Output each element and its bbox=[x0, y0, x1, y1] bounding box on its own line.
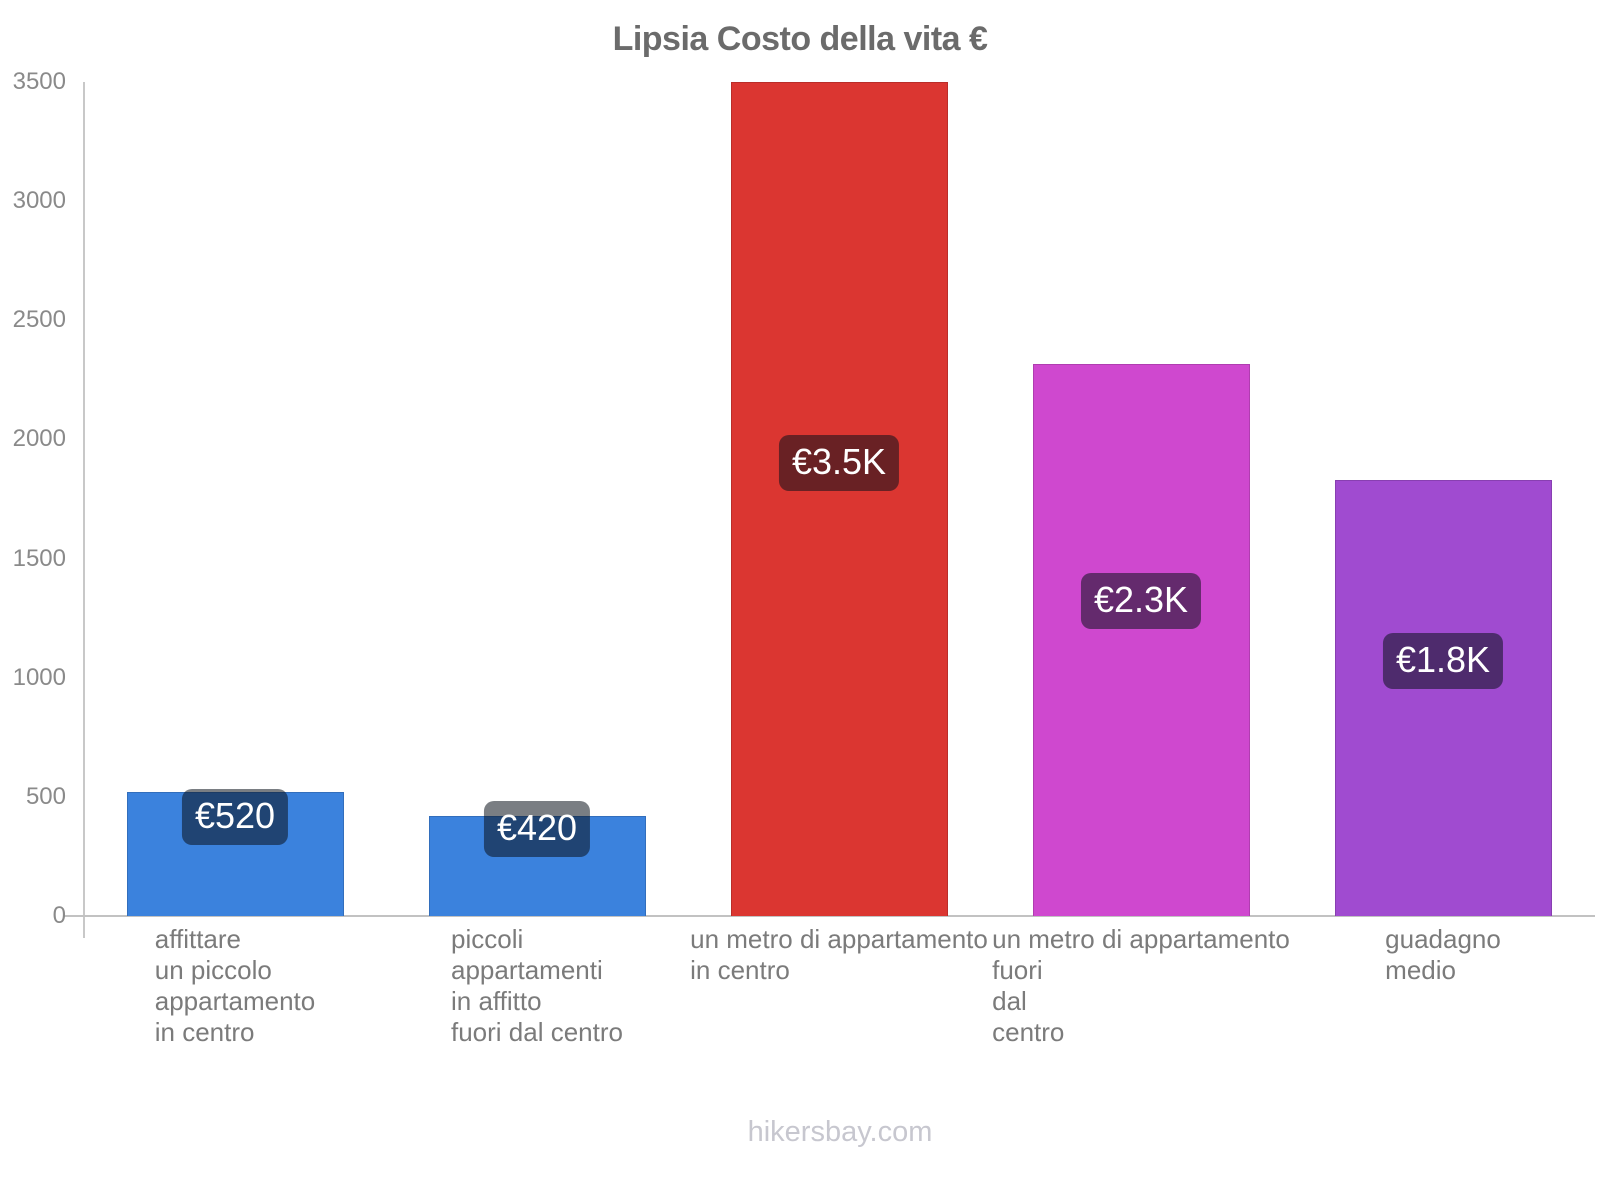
category-label: affittare un piccolo appartamento in centro bbox=[154, 924, 316, 1047]
category-label: un metro di appartamento fuori dal centro bbox=[992, 924, 1290, 1047]
bar-value-label: €3.5K bbox=[778, 435, 900, 491]
bar-value-label: €1.8K bbox=[1382, 632, 1504, 689]
y-axis-tick-label: 0 bbox=[52, 902, 66, 929]
y-axis-tick-label: 1000 bbox=[12, 663, 66, 691]
y-axis-tick-label: 2000 bbox=[12, 425, 66, 453]
y-axis-tick-label: 500 bbox=[25, 782, 66, 810]
x-axis-baseline bbox=[63, 915, 1595, 917]
y-axis-tick-label: 2500 bbox=[12, 306, 66, 334]
bar-value-label: €420 bbox=[483, 800, 591, 857]
chart-bar bbox=[1334, 479, 1552, 916]
y-axis-tick-label: 1500 bbox=[12, 544, 66, 572]
footer-watermark: hikersbay.com bbox=[747, 1116, 933, 1148]
category-label: guadagno medio bbox=[1385, 924, 1501, 985]
bar-value-label: €2.3K bbox=[1080, 573, 1202, 630]
chart-bar bbox=[730, 82, 948, 916]
chart-title: Lipsia Costo della vita € bbox=[612, 20, 988, 58]
category-label: un metro di appartamento in centro bbox=[690, 924, 988, 985]
y-axis-line bbox=[83, 82, 85, 938]
category-label: piccoli appartamenti in affitto fuori dal c… bbox=[451, 924, 623, 1047]
chart-bar bbox=[1032, 364, 1250, 916]
y-axis-tick-label: 3500 bbox=[12, 68, 66, 95]
y-axis-tick-label: 3000 bbox=[12, 187, 66, 215]
bar-value-label: €520 bbox=[181, 789, 289, 846]
